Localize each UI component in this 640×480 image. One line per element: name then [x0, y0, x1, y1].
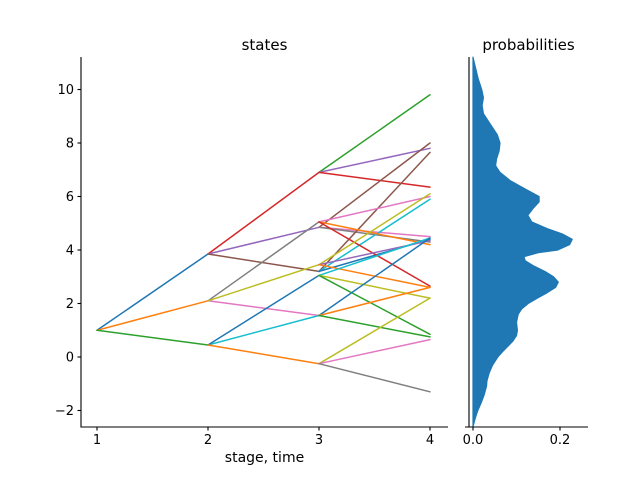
- lattice-edge: [318, 171, 431, 188]
- lattice-edge: [318, 237, 431, 317]
- lattice-edge: [207, 221, 320, 302]
- lattice-edge: [318, 274, 431, 299]
- x-tick-label: 2: [204, 433, 212, 448]
- lattice-edge: [207, 253, 320, 273]
- lattice-edge: [318, 94, 431, 174]
- lattice-edge: [96, 253, 209, 332]
- y-tick-label: 4: [66, 244, 74, 259]
- lattice-edge: [318, 314, 431, 338]
- x-tick-label: 4: [426, 433, 434, 448]
- lattice-edge: [318, 142, 431, 229]
- lattice-edge: [318, 193, 431, 266]
- lattice-edge: [318, 237, 431, 277]
- x-tick-label: 0.2: [550, 433, 571, 448]
- x-tick-label: 3: [315, 433, 323, 448]
- y-tick-label: 0: [66, 351, 74, 366]
- density-area: [472, 56, 573, 428]
- lattice-edge: [207, 274, 320, 346]
- lattice-edge: [96, 329, 209, 346]
- lattice-edge: [207, 263, 320, 302]
- y-tick-label: −2: [55, 404, 74, 419]
- lattice-edge: [318, 226, 431, 238]
- lattice-edge: [318, 297, 431, 365]
- lattice-edge: [318, 221, 431, 287]
- lattice-edge: [207, 314, 320, 346]
- y-tick-label: 10: [57, 83, 74, 98]
- lattice-edge: [318, 195, 431, 223]
- lattice-edge: [318, 147, 431, 174]
- lattice-edge: [96, 300, 209, 332]
- lattice-edge: [318, 221, 431, 246]
- y-tick-label: 8: [66, 137, 74, 152]
- lattice-edge: [318, 274, 431, 336]
- x-tick-label: 1: [93, 433, 101, 448]
- lattice-edge: [207, 171, 320, 255]
- lattice-edge: [318, 151, 431, 273]
- left-plot-title: states: [241, 36, 288, 54]
- y-tick-label: 2: [66, 297, 74, 312]
- right-plot-title: probabilities: [482, 36, 575, 54]
- y-tick-label: 6: [66, 190, 74, 205]
- lattice-edge: [207, 344, 320, 365]
- lattice-edge: [207, 300, 320, 317]
- lattice-edge: [318, 286, 431, 317]
- lattice-edge: [318, 198, 431, 273]
- x-axis-label: stage, time: [224, 450, 305, 466]
- lattice-edge: [318, 338, 431, 365]
- lattice-edge: [318, 362, 431, 393]
- lattice-edge: [207, 226, 320, 255]
- x-tick-label: 0.0: [463, 433, 484, 448]
